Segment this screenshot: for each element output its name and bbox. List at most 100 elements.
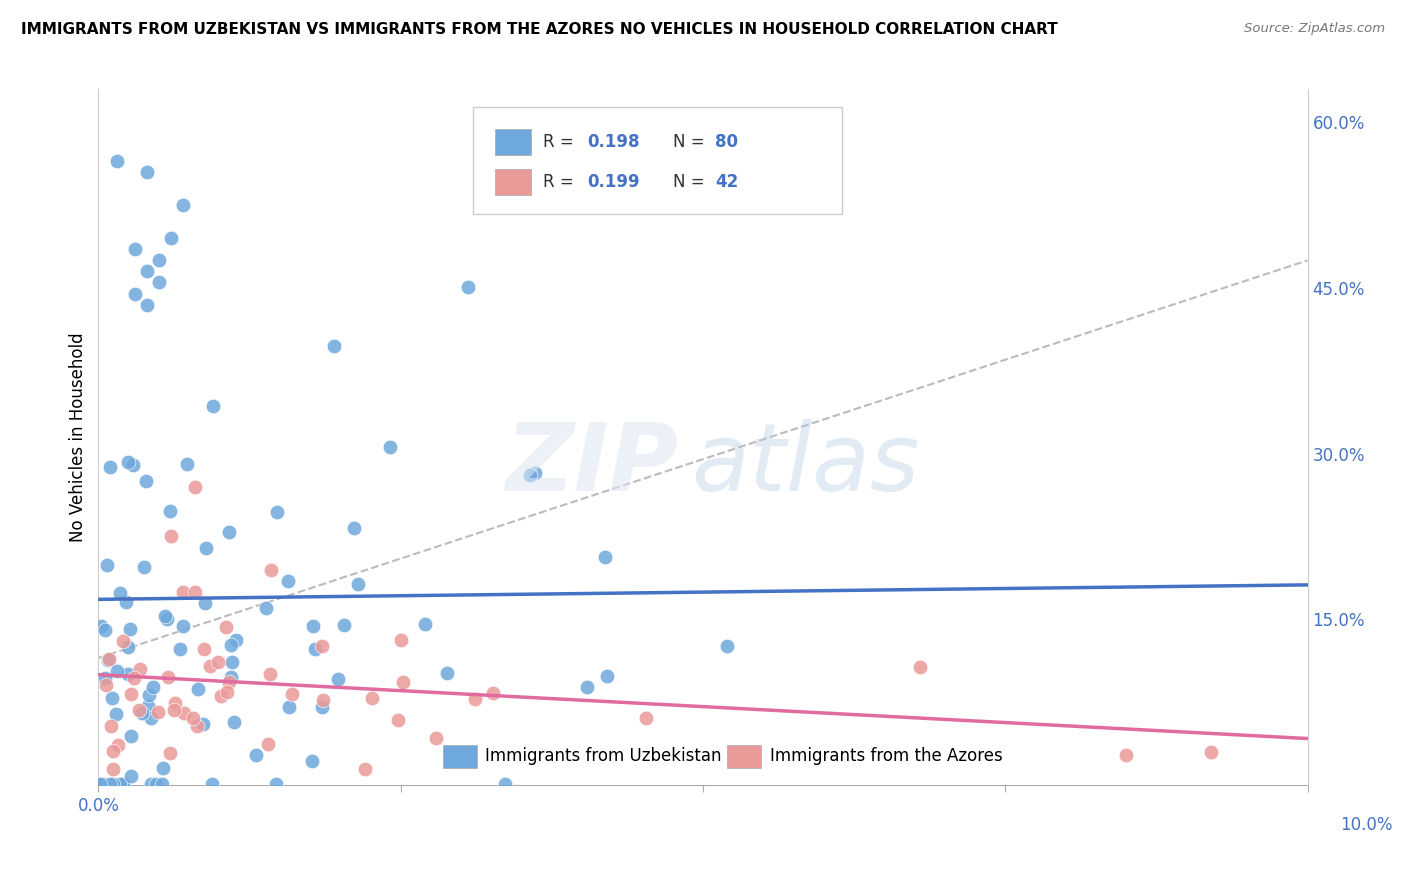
Point <box>101 744 124 758</box>
Point <box>172 619 194 633</box>
Point <box>1115 748 1137 763</box>
Point <box>172 584 194 599</box>
Point <box>129 662 152 676</box>
Point <box>120 623 142 637</box>
Point <box>131 706 153 720</box>
Point <box>110 586 132 600</box>
Point <box>519 468 541 483</box>
Point <box>219 670 242 684</box>
Point <box>138 698 160 713</box>
Point <box>278 699 301 714</box>
Point <box>343 520 366 534</box>
Point <box>155 612 177 626</box>
Point <box>135 297 157 311</box>
Point <box>172 198 194 212</box>
Point <box>112 777 135 791</box>
Point <box>353 763 375 777</box>
Point <box>156 670 179 684</box>
Point <box>124 286 146 301</box>
Text: Source: ZipAtlas.com: Source: ZipAtlas.com <box>1244 22 1385 36</box>
Point <box>103 762 125 776</box>
Point <box>173 706 195 720</box>
Point <box>259 666 281 681</box>
Point <box>139 711 162 725</box>
Point <box>105 153 128 168</box>
Point <box>160 529 183 543</box>
Text: 42: 42 <box>716 173 738 191</box>
Point <box>202 399 225 413</box>
Point <box>634 711 657 725</box>
Point <box>120 729 142 743</box>
Point <box>114 595 136 609</box>
Point <box>380 440 402 454</box>
FancyBboxPatch shape <box>474 106 842 214</box>
Point <box>221 655 243 669</box>
Point <box>152 761 174 775</box>
Point <box>135 165 157 179</box>
Point <box>124 243 146 257</box>
Point <box>159 746 181 760</box>
Point <box>322 338 344 352</box>
Point <box>112 777 135 791</box>
Point <box>302 619 325 633</box>
Point <box>110 777 132 791</box>
Point <box>186 719 208 733</box>
Point <box>193 642 215 657</box>
Point <box>328 672 350 686</box>
Point <box>134 560 156 574</box>
Point <box>576 680 599 694</box>
Point <box>160 231 183 245</box>
Point <box>494 777 516 791</box>
Point <box>301 754 323 768</box>
Point <box>413 617 436 632</box>
FancyBboxPatch shape <box>495 128 531 155</box>
Point <box>457 280 479 294</box>
Point <box>218 674 240 689</box>
Point <box>96 678 118 692</box>
Point <box>148 253 170 268</box>
Text: R =: R = <box>543 173 579 191</box>
Text: N =: N = <box>672 173 710 191</box>
Point <box>482 686 505 700</box>
Text: 10.0%: 10.0% <box>1340 816 1392 834</box>
Point <box>120 687 142 701</box>
Point <box>96 558 118 573</box>
Point <box>195 541 218 555</box>
Point <box>254 600 277 615</box>
Point <box>153 609 176 624</box>
Point <box>425 731 447 745</box>
Point <box>311 639 333 653</box>
Point <box>224 715 246 730</box>
Point <box>148 705 170 719</box>
Point <box>187 682 209 697</box>
Point <box>259 563 281 577</box>
Point <box>159 504 181 518</box>
Point <box>98 652 121 666</box>
Point <box>225 632 247 647</box>
Point <box>135 474 157 488</box>
Point <box>211 689 233 703</box>
Point <box>257 737 280 751</box>
Point <box>120 769 142 783</box>
Point <box>163 703 186 717</box>
Point <box>198 658 221 673</box>
Point <box>176 457 198 471</box>
Point <box>98 460 121 475</box>
Point <box>169 642 191 657</box>
Text: Immigrants from the Azores: Immigrants from the Azores <box>769 747 1002 765</box>
Point <box>332 618 354 632</box>
Point <box>201 777 224 791</box>
Point <box>524 467 547 481</box>
Point <box>89 777 111 791</box>
Point <box>389 632 412 647</box>
Point <box>245 747 267 762</box>
Point <box>215 685 238 699</box>
Point <box>152 777 174 791</box>
Point <box>436 665 458 680</box>
Point <box>464 692 486 706</box>
FancyBboxPatch shape <box>727 746 761 767</box>
Point <box>148 276 170 290</box>
Point <box>135 264 157 278</box>
Point <box>184 584 207 599</box>
Point <box>207 655 229 669</box>
